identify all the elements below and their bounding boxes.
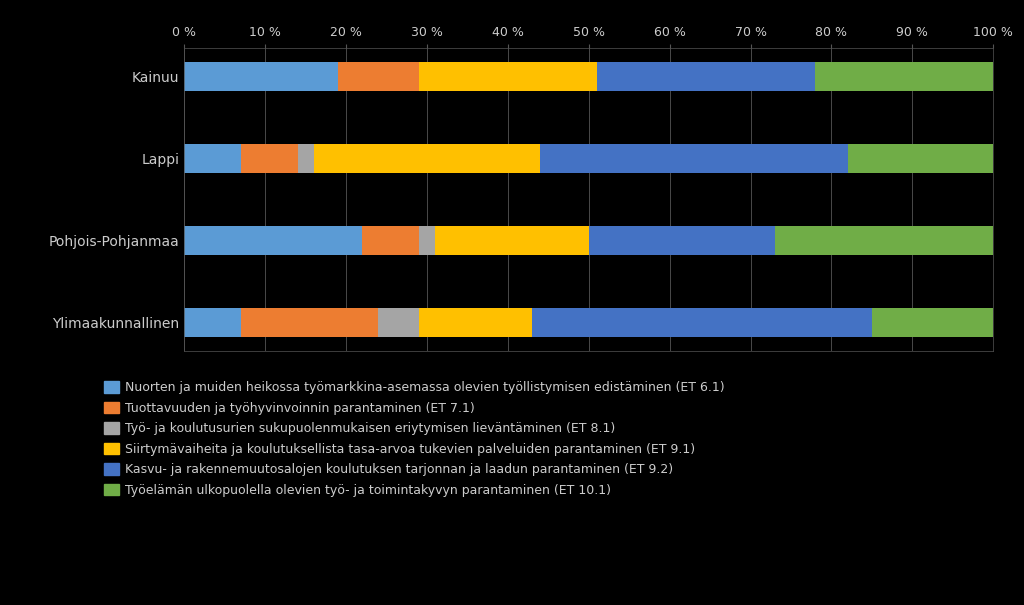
Bar	[184, 309, 241, 337]
Bar	[848, 144, 993, 173]
Bar	[184, 144, 241, 173]
Bar	[241, 144, 298, 173]
Bar	[532, 309, 872, 337]
Bar	[541, 144, 848, 173]
Bar	[589, 226, 775, 255]
Bar	[419, 226, 435, 255]
Bar	[815, 62, 993, 91]
Bar	[362, 226, 419, 255]
Legend: Nuorten ja muiden heikossa työmarkkina-asemassa olevien työllistymisen edistämin: Nuorten ja muiden heikossa työmarkkina-a…	[103, 381, 724, 497]
Bar	[241, 309, 379, 337]
Bar	[419, 309, 532, 337]
Bar	[313, 144, 541, 173]
Bar	[379, 309, 419, 337]
Bar	[184, 226, 362, 255]
Bar	[597, 62, 815, 91]
Bar	[872, 309, 993, 337]
Bar	[419, 62, 597, 91]
Bar	[298, 144, 313, 173]
Bar	[775, 226, 993, 255]
Bar	[338, 62, 419, 91]
Bar	[435, 226, 589, 255]
Bar	[184, 62, 338, 91]
